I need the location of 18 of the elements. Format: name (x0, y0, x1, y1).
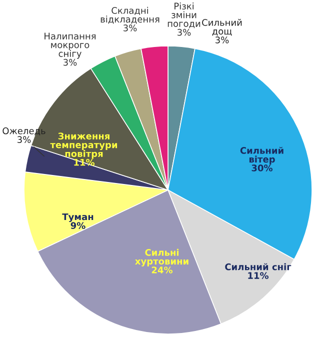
data-label: 30% (252, 164, 273, 172)
slice-label: Налипання мокрого снігу (44, 32, 96, 59)
data-label: 3% (18, 136, 31, 143)
data-label: 9% (70, 222, 86, 229)
data-label: 3% (216, 36, 229, 44)
slice-label: Складні відкладення (100, 6, 160, 24)
data-label: 11% (248, 272, 269, 279)
data-label: 3% (64, 58, 77, 66)
slice-label: Сильний сніг (225, 263, 292, 270)
slice-label: Сильний вітер (240, 146, 284, 164)
slice-label: Зниження температури повітря (50, 132, 118, 159)
data-label: 3% (124, 24, 137, 32)
slice-label: Сильний дощ (202, 18, 242, 36)
data-label: 24% (152, 266, 173, 274)
slice-label: Туман (62, 213, 94, 222)
slice-label: Різкі зміни погоди (168, 2, 200, 28)
slice-label: Сильні хуртовини (135, 248, 188, 266)
data-label: 3% (178, 28, 191, 36)
